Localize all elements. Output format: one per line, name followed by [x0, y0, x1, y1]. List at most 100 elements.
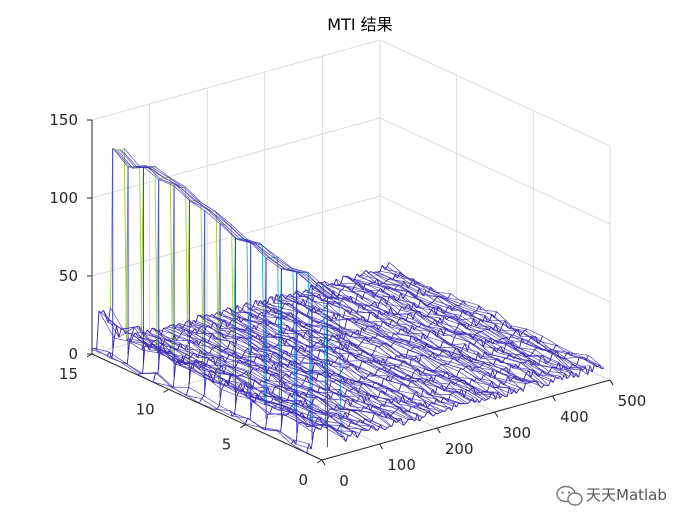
mesh-segment [318, 361, 322, 365]
mesh-segment [422, 368, 426, 373]
mesh-segment [225, 307, 229, 311]
mesh-segment [210, 357, 214, 362]
mesh-segment [228, 375, 232, 386]
mesh-column [331, 283, 547, 386]
mesh-column [128, 338, 344, 437]
mesh-segment [178, 333, 182, 338]
mesh-segment [337, 389, 341, 394]
mesh-segment [474, 332, 478, 336]
mesh-column [299, 295, 515, 390]
mesh-segment [499, 324, 504, 331]
mesh-segment [473, 340, 477, 345]
mesh-segment [427, 355, 431, 358]
mesh-segment [367, 372, 371, 377]
mesh-column [333, 284, 549, 386]
mesh-segment [316, 293, 320, 297]
mesh-segment [423, 378, 427, 384]
mesh-segment [296, 290, 300, 297]
mesh-segment [260, 355, 264, 362]
mesh-segment [228, 329, 232, 335]
mesh-segment [311, 397, 315, 404]
mesh-segment [379, 265, 383, 272]
mesh-segment [390, 333, 395, 339]
mesh-column [174, 327, 390, 427]
mesh-segment [401, 281, 405, 287]
mesh-column [156, 331, 372, 427]
mesh-segment [492, 370, 496, 378]
mesh-column [382, 264, 598, 368]
mesh-segment [407, 381, 411, 387]
mesh-segment [106, 351, 110, 356]
mesh-segment [441, 315, 445, 324]
mesh-segment [379, 403, 383, 409]
mesh-column [243, 305, 459, 403]
mesh-segment [447, 293, 451, 299]
mesh-column [131, 340, 347, 442]
x-tick-label: 100 [387, 456, 416, 474]
mesh-segment [406, 397, 410, 402]
mesh-segment [218, 389, 223, 406]
mesh-column [313, 289, 528, 384]
mesh-segment [268, 374, 272, 381]
mesh-segment [363, 269, 367, 273]
z-tick-label: 50 [59, 267, 78, 285]
mesh-segment [362, 283, 366, 290]
mesh-segment [354, 329, 358, 333]
mesh-segment [361, 395, 365, 403]
mesh-segment [360, 406, 364, 412]
mesh-segment [515, 389, 520, 394]
mesh-segment [392, 273, 396, 280]
mesh-column [209, 316, 425, 418]
mesh-segment [243, 371, 247, 374]
grid-line [91, 195, 611, 303]
mesh-segment [375, 397, 379, 400]
mesh-segment [433, 367, 437, 372]
mesh-segment [224, 223, 228, 226]
mesh-column [207, 314, 423, 418]
mesh-column [234, 311, 450, 408]
mesh-segment [340, 378, 344, 381]
mesh-segment [431, 300, 435, 303]
mesh-column [329, 284, 545, 385]
mesh-segment [387, 425, 390, 429]
mesh-segment [298, 321, 302, 327]
mesh-segment [479, 398, 483, 403]
mesh-segment [287, 412, 291, 415]
mesh-segment [303, 289, 307, 293]
mesh-column [154, 328, 370, 431]
mesh-segment [174, 324, 178, 329]
mesh-segment [447, 361, 451, 365]
mesh-column [349, 277, 565, 374]
y-tick-label: 10 [136, 400, 155, 418]
x-tick-label: 300 [502, 424, 531, 442]
mesh-segment [472, 366, 476, 372]
mesh-segment [273, 362, 277, 370]
mesh-segment [413, 356, 417, 360]
mesh-segment [400, 292, 404, 299]
mesh-segment [560, 366, 564, 371]
mesh-column [96, 349, 312, 450]
mesh-segment [377, 391, 381, 398]
mesh-segment [203, 377, 207, 396]
mesh-segment [96, 311, 100, 351]
mesh-segment [463, 366, 467, 370]
mesh-segment [253, 325, 257, 330]
mesh-segment [475, 352, 479, 361]
mesh-segment [244, 417, 249, 424]
z-tick-label: 100 [49, 189, 78, 207]
mesh-segment [336, 334, 340, 341]
mesh-segment [454, 327, 458, 331]
mesh-segment [225, 380, 229, 386]
mesh-segment [240, 355, 244, 359]
mesh-segment [198, 398, 203, 404]
mesh-segment [348, 364, 351, 368]
y-tick-label: 15 [59, 365, 78, 383]
y-axis-line [91, 353, 323, 461]
mesh-segment [380, 321, 384, 327]
mesh-segment [491, 381, 495, 388]
mesh-segment [566, 376, 570, 379]
mesh-segment [133, 332, 137, 336]
mesh-segment [364, 326, 368, 332]
mesh-column [283, 295, 498, 393]
mesh-segment [418, 288, 422, 294]
